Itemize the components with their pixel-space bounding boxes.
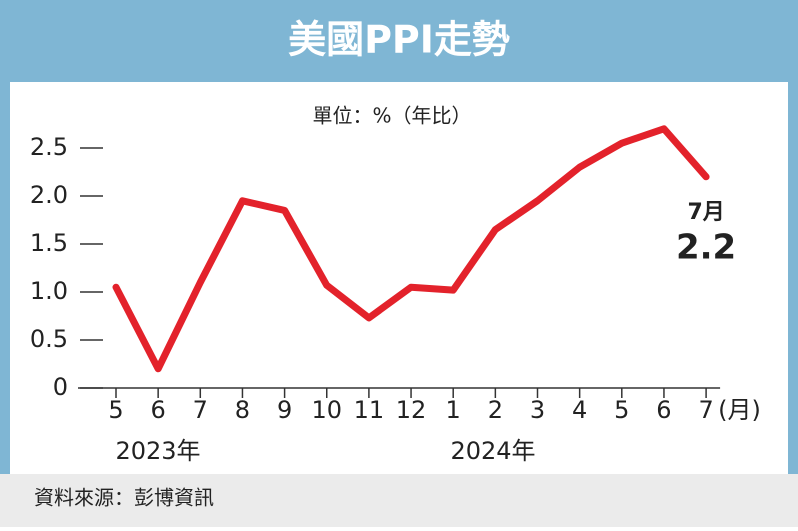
y-tick-label: 2.5 bbox=[30, 133, 68, 161]
x-tick-label: 4 bbox=[572, 396, 587, 424]
year-label: 2023年 bbox=[115, 437, 200, 465]
footer bbox=[0, 474, 798, 527]
x-tick-label: 7 bbox=[193, 396, 208, 424]
x-tick-label: 12 bbox=[396, 396, 427, 424]
x-tick-label: 6 bbox=[151, 396, 166, 424]
x-tick-label: 2 bbox=[488, 396, 503, 424]
y-tick-label: 1.5 bbox=[30, 229, 68, 257]
year-label: 2024年 bbox=[450, 437, 535, 465]
x-tick-label: 3 bbox=[530, 396, 545, 424]
source: 資料來源：彭博資訊 bbox=[34, 486, 214, 510]
x-tick-label: 5 bbox=[614, 396, 629, 424]
x-tick-label: 9 bbox=[277, 396, 292, 424]
x-tick-label: 1 bbox=[446, 396, 461, 424]
y-tick-label: 0 bbox=[53, 373, 68, 401]
chart-title: 美國PPI走勢 bbox=[288, 18, 510, 62]
x-tick-label: 11 bbox=[354, 396, 385, 424]
y-tick-label: 0.5 bbox=[30, 325, 68, 353]
x-tick-label: 10 bbox=[311, 396, 342, 424]
y-tick-label: 1.0 bbox=[30, 277, 68, 305]
plot-panel bbox=[10, 82, 788, 474]
x-unit: (月) bbox=[718, 396, 761, 424]
x-tick-label: 7 bbox=[698, 396, 713, 424]
data-line bbox=[112, 125, 710, 373]
y-tick-label: 2.0 bbox=[30, 181, 68, 209]
x-tick-label: 5 bbox=[108, 396, 123, 424]
x-tick-label: 6 bbox=[656, 396, 671, 424]
unit-label: 單位：%（年比） bbox=[312, 104, 471, 128]
x-tick-label: 8 bbox=[235, 396, 250, 424]
value-label: 2.2 bbox=[676, 227, 736, 267]
annotation: 7月 bbox=[687, 200, 724, 225]
